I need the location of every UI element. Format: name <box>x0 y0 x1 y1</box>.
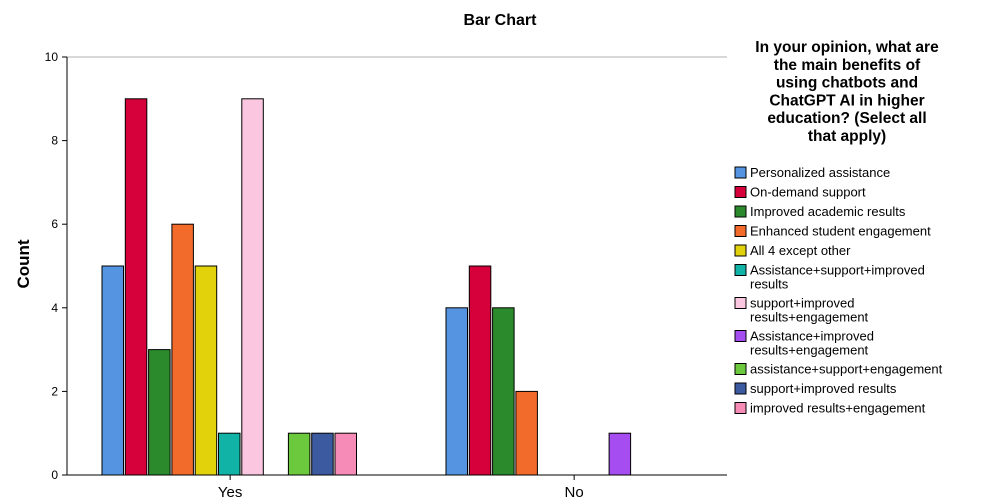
legend-swatch <box>734 363 747 375</box>
bar <box>194 265 218 476</box>
bar <box>171 223 194 476</box>
bar <box>445 307 468 476</box>
bar <box>468 265 492 476</box>
legend-swatch <box>734 330 747 342</box>
y-tick-label: 2 <box>51 384 58 398</box>
legend-swatch <box>734 402 747 414</box>
bar <box>241 98 264 476</box>
bar <box>287 432 311 476</box>
legend-title-line: education? (Select all <box>767 110 926 127</box>
y-tick-label: 6 <box>51 217 58 231</box>
y-tick-label: 8 <box>51 134 58 148</box>
legend-swatch <box>734 382 747 395</box>
y-tick-label: 10 <box>45 50 59 64</box>
legend-label: results <box>750 277 789 292</box>
plot-area: 0 2 4 6 8 10 Yes No <box>45 50 727 501</box>
legend-label: improved results+engagement <box>750 401 926 416</box>
chart-title: Bar Chart <box>464 12 538 29</box>
bar <box>218 432 241 476</box>
legend-label: support+improved <box>750 296 854 311</box>
bar <box>334 432 357 476</box>
x-category-label: No <box>565 484 584 501</box>
legend-swatch <box>734 166 747 179</box>
legend-label: Improved academic results <box>750 204 906 219</box>
legend-label: Personalized assistance <box>750 165 890 180</box>
bar <box>148 349 171 476</box>
legend-title-line: ChatGPT AI in higher <box>769 92 924 109</box>
legend-label: Assistance+improved <box>750 329 874 344</box>
x-category-label: Yes <box>218 484 242 501</box>
bar <box>311 432 334 476</box>
bar <box>124 98 148 476</box>
legend-title-line: In your opinion, what are <box>755 39 939 56</box>
y-axis-label: Count <box>14 239 33 288</box>
legend-label: Enhanced student engagement <box>750 224 931 239</box>
legend-label: All 4 except other <box>750 243 851 258</box>
legend-label: results+engagement <box>750 310 869 325</box>
legend-title-line: that apply) <box>808 128 886 145</box>
legend-label: assistance+support+engagement <box>750 362 943 377</box>
legend-label: results+engagement <box>750 343 869 358</box>
bar <box>608 432 632 476</box>
legend-title-line: the main benefits of <box>774 57 921 74</box>
legend-label: On-demand support <box>750 185 866 200</box>
legend-swatch <box>734 205 747 218</box>
legend-title-line: using chatbots and <box>776 75 918 92</box>
legend-swatch <box>734 244 747 257</box>
bar <box>492 307 515 476</box>
legend-swatch <box>734 297 747 309</box>
y-tick-label: 4 <box>51 301 58 315</box>
legend-label: Assistance+support+improved <box>750 263 925 278</box>
legend-swatch <box>734 225 747 237</box>
y-tick-label: 0 <box>51 468 58 482</box>
legend-swatch <box>734 264 747 276</box>
legend-swatch <box>734 186 747 198</box>
legend-label: support+improved results <box>750 381 897 396</box>
bar <box>515 390 538 476</box>
bar <box>101 265 124 476</box>
